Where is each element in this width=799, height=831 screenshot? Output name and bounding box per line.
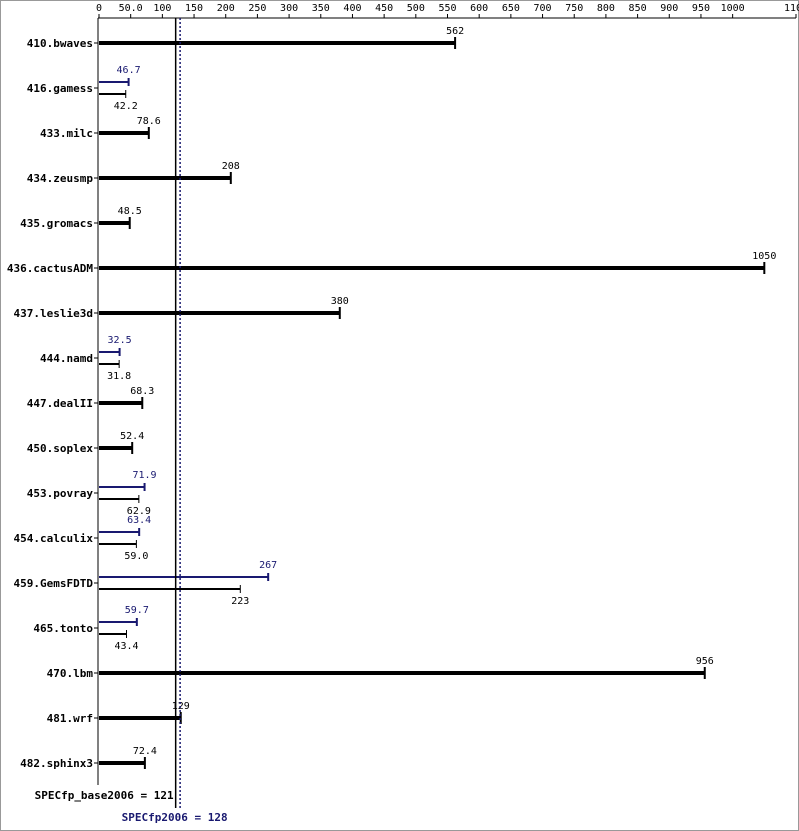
value-label: 380 [331,296,349,307]
value-label: 46.7 [117,65,141,76]
x-tick-label: 600 [470,3,488,14]
x-tick-label: 250 [248,3,266,14]
x-tick-label: 200 [217,3,235,14]
value-label: 562 [446,26,464,37]
x-tick-label: 950 [692,3,710,14]
value-label: 48.5 [118,206,142,217]
bar [99,131,149,135]
category-label: 416.gamess [27,82,93,95]
category-label: 470.lbm [47,667,94,680]
bar-peak [99,81,129,83]
category-label: 433.milc [40,127,93,140]
bar [99,671,705,675]
x-tick-label: 150 [185,3,203,14]
bar [99,401,143,405]
x-tick-label: 1100 [784,3,799,14]
value-label: 31.8 [107,371,131,382]
category-label: 437.leslie3d [14,307,93,320]
bar-base [99,543,137,545]
category-label: 436.cactusADM [7,262,93,275]
category-label: 447.dealII [27,397,93,410]
value-label: 72.4 [133,746,157,757]
value-label: 267 [259,560,277,571]
category-label: 434.zeusmp [27,172,94,185]
bar [99,221,130,225]
bar [99,761,145,765]
category-label: 410.bwaves [27,37,93,50]
value-label: 68.3 [130,386,154,397]
x-tick-label: 900 [660,3,678,14]
reference-label: SPECfp2006 = 128 [122,811,228,824]
value-label: 1050 [752,251,776,262]
value-label: 59.7 [125,605,149,616]
bar-base [99,633,127,635]
value-label: 62.9 [127,506,151,517]
x-tick-label: 50.0 [119,3,143,14]
x-tick-label: 550 [438,3,456,14]
bar [99,446,133,450]
x-tick-label: 750 [565,3,583,14]
bar [99,176,231,180]
bar [99,41,456,45]
value-label: 63.4 [127,515,151,526]
value-label: 78.6 [137,116,161,127]
bar-base [99,588,241,590]
value-label: 71.9 [133,470,157,481]
bar-peak [99,531,140,533]
x-tick-label: 100 [153,3,171,14]
category-label: 465.tonto [33,622,93,635]
value-label: 43.4 [114,641,138,652]
bar-base [99,363,120,365]
x-tick-label: 850 [629,3,647,14]
bar-base [99,93,126,95]
category-label: 482.sphinx3 [20,757,93,770]
value-label: 208 [222,161,240,172]
value-label: 223 [231,596,249,607]
bar [99,716,181,720]
value-label: 59.0 [124,551,148,562]
bar-peak [99,576,269,578]
x-tick-label: 450 [375,3,393,14]
reference-label: SPECfp_base2006 = 121 [35,789,174,802]
x-tick-label: 650 [502,3,520,14]
bar [99,311,340,315]
category-label: 444.namd [40,352,93,365]
category-label: 459.GemsFDTD [14,577,94,590]
bar [99,266,765,270]
category-label: 453.povray [27,487,94,500]
bar-peak [99,351,120,353]
x-tick-label: 350 [312,3,330,14]
x-tick-label: 0 [96,3,102,14]
category-label: 450.soplex [27,442,94,455]
value-label: 956 [696,656,714,667]
x-tick-label: 1000 [721,3,745,14]
x-tick-label: 500 [407,3,425,14]
category-label: 435.gromacs [20,217,93,230]
category-label: 481.wrf [47,712,93,725]
bar-base [99,498,139,500]
x-tick-label: 700 [534,3,552,14]
x-tick-label: 300 [280,3,298,14]
value-label: 32.5 [108,335,132,346]
bar-peak [99,621,137,623]
category-label: 454.calculix [14,532,94,545]
x-tick-label: 400 [343,3,361,14]
x-tick-label: 800 [597,3,615,14]
value-label: 52.4 [120,431,144,442]
value-label: 42.2 [114,101,138,112]
bar-peak [99,486,145,488]
